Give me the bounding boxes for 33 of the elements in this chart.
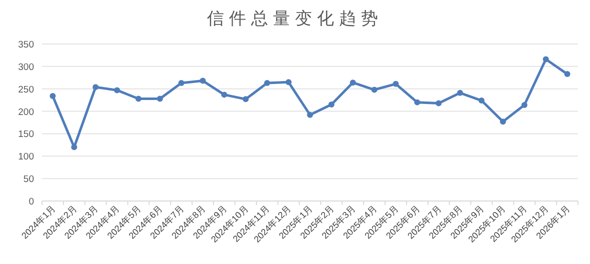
- y-tick-label: 100: [18, 152, 34, 163]
- point: [178, 80, 184, 86]
- point: [436, 100, 442, 106]
- point: [135, 96, 142, 102]
- y-tick-label: 150: [18, 129, 34, 140]
- point: [371, 86, 378, 93]
- point: [564, 71, 570, 78]
- point: [457, 90, 464, 96]
- y-tick-label: 50: [23, 174, 34, 186]
- point: [92, 84, 99, 90]
- point: [500, 118, 506, 125]
- point: [221, 92, 228, 98]
- point: [114, 87, 120, 94]
- y-tick-label: 350: [18, 40, 34, 50]
- point: [50, 93, 56, 100]
- point: [392, 80, 399, 87]
- y-tick-label: 0: [28, 196, 34, 208]
- point: [156, 96, 163, 102]
- chart-title: 信件总量变化趋势: [207, 9, 383, 28]
- y-tick-label: 300: [18, 62, 34, 73]
- point: [350, 80, 356, 86]
- point: [542, 56, 549, 62]
- point: [242, 96, 249, 102]
- point: [264, 80, 270, 86]
- point: [521, 102, 528, 108]
- point: [307, 112, 313, 118]
- point: [328, 102, 334, 108]
- point: [200, 78, 206, 84]
- point: [286, 79, 292, 86]
- y-tick-label: 250: [18, 84, 34, 96]
- point: [478, 98, 485, 104]
- y-tick-label: 200: [18, 106, 34, 118]
- point: [414, 99, 420, 106]
